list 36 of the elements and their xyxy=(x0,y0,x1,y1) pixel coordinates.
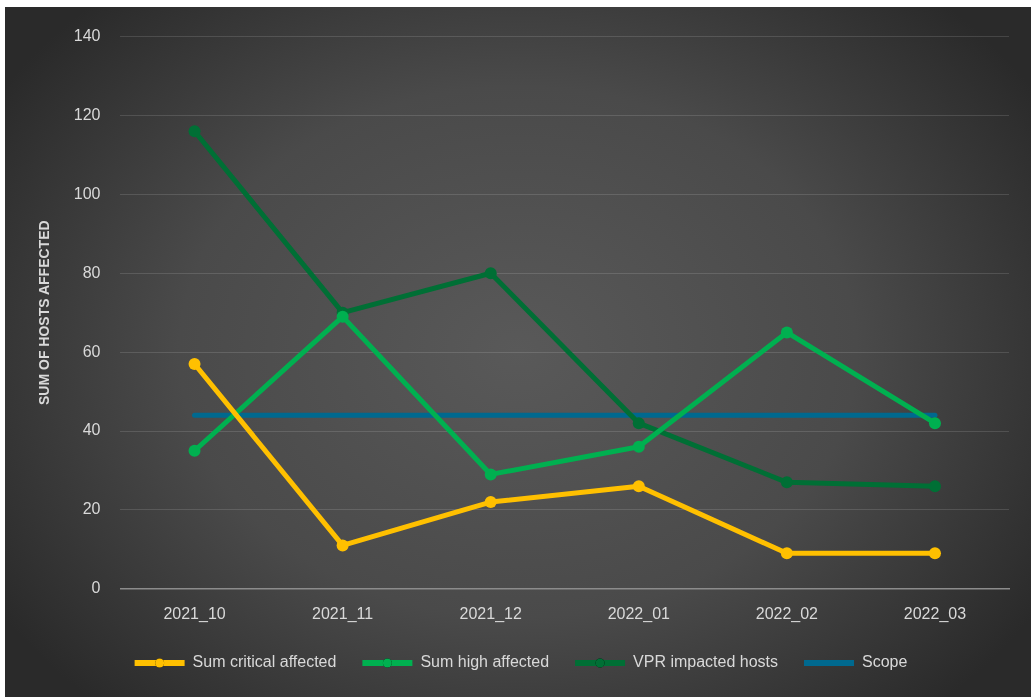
y-tick-label: 120 xyxy=(73,105,101,123)
legend-label: VPR impacted hosts xyxy=(633,653,779,671)
point xyxy=(484,267,497,280)
point xyxy=(780,547,793,560)
legend-label: Scope xyxy=(862,653,908,671)
point xyxy=(632,417,645,430)
point xyxy=(484,468,497,481)
y-tick-label: 140 xyxy=(73,27,101,45)
point xyxy=(632,440,645,453)
y-tick-label: 100 xyxy=(73,184,101,202)
legend-label: Sum high affected xyxy=(420,653,550,671)
y-tick-label: 0 xyxy=(91,579,101,597)
point xyxy=(780,476,793,489)
point xyxy=(336,310,349,323)
point xyxy=(188,444,201,457)
x-tick-label: 2022_03 xyxy=(903,604,967,623)
y-tick-label: 80 xyxy=(82,263,101,281)
point xyxy=(484,496,497,509)
point xyxy=(188,125,201,138)
legend-label: Sum critical affected xyxy=(192,653,337,671)
point xyxy=(780,326,793,339)
x-tick-label: 2021_10 xyxy=(163,604,226,623)
y-tick-label: 60 xyxy=(82,342,101,360)
x-tick-label: 2022_01 xyxy=(607,604,671,623)
point xyxy=(928,547,941,560)
point xyxy=(928,480,941,493)
point xyxy=(928,417,941,430)
y-tick-label: 20 xyxy=(82,500,101,518)
y-tick-label: 40 xyxy=(82,421,101,439)
point xyxy=(632,480,645,493)
x-tick-label: 2022_02 xyxy=(755,604,819,623)
x-tick-label: 2021_11 xyxy=(312,604,374,623)
x-tick-label: 2021_12 xyxy=(459,604,522,623)
y-axis-title: SUM OF HOSTS AFFECTED xyxy=(36,220,53,405)
point xyxy=(188,357,201,370)
point xyxy=(336,539,349,552)
